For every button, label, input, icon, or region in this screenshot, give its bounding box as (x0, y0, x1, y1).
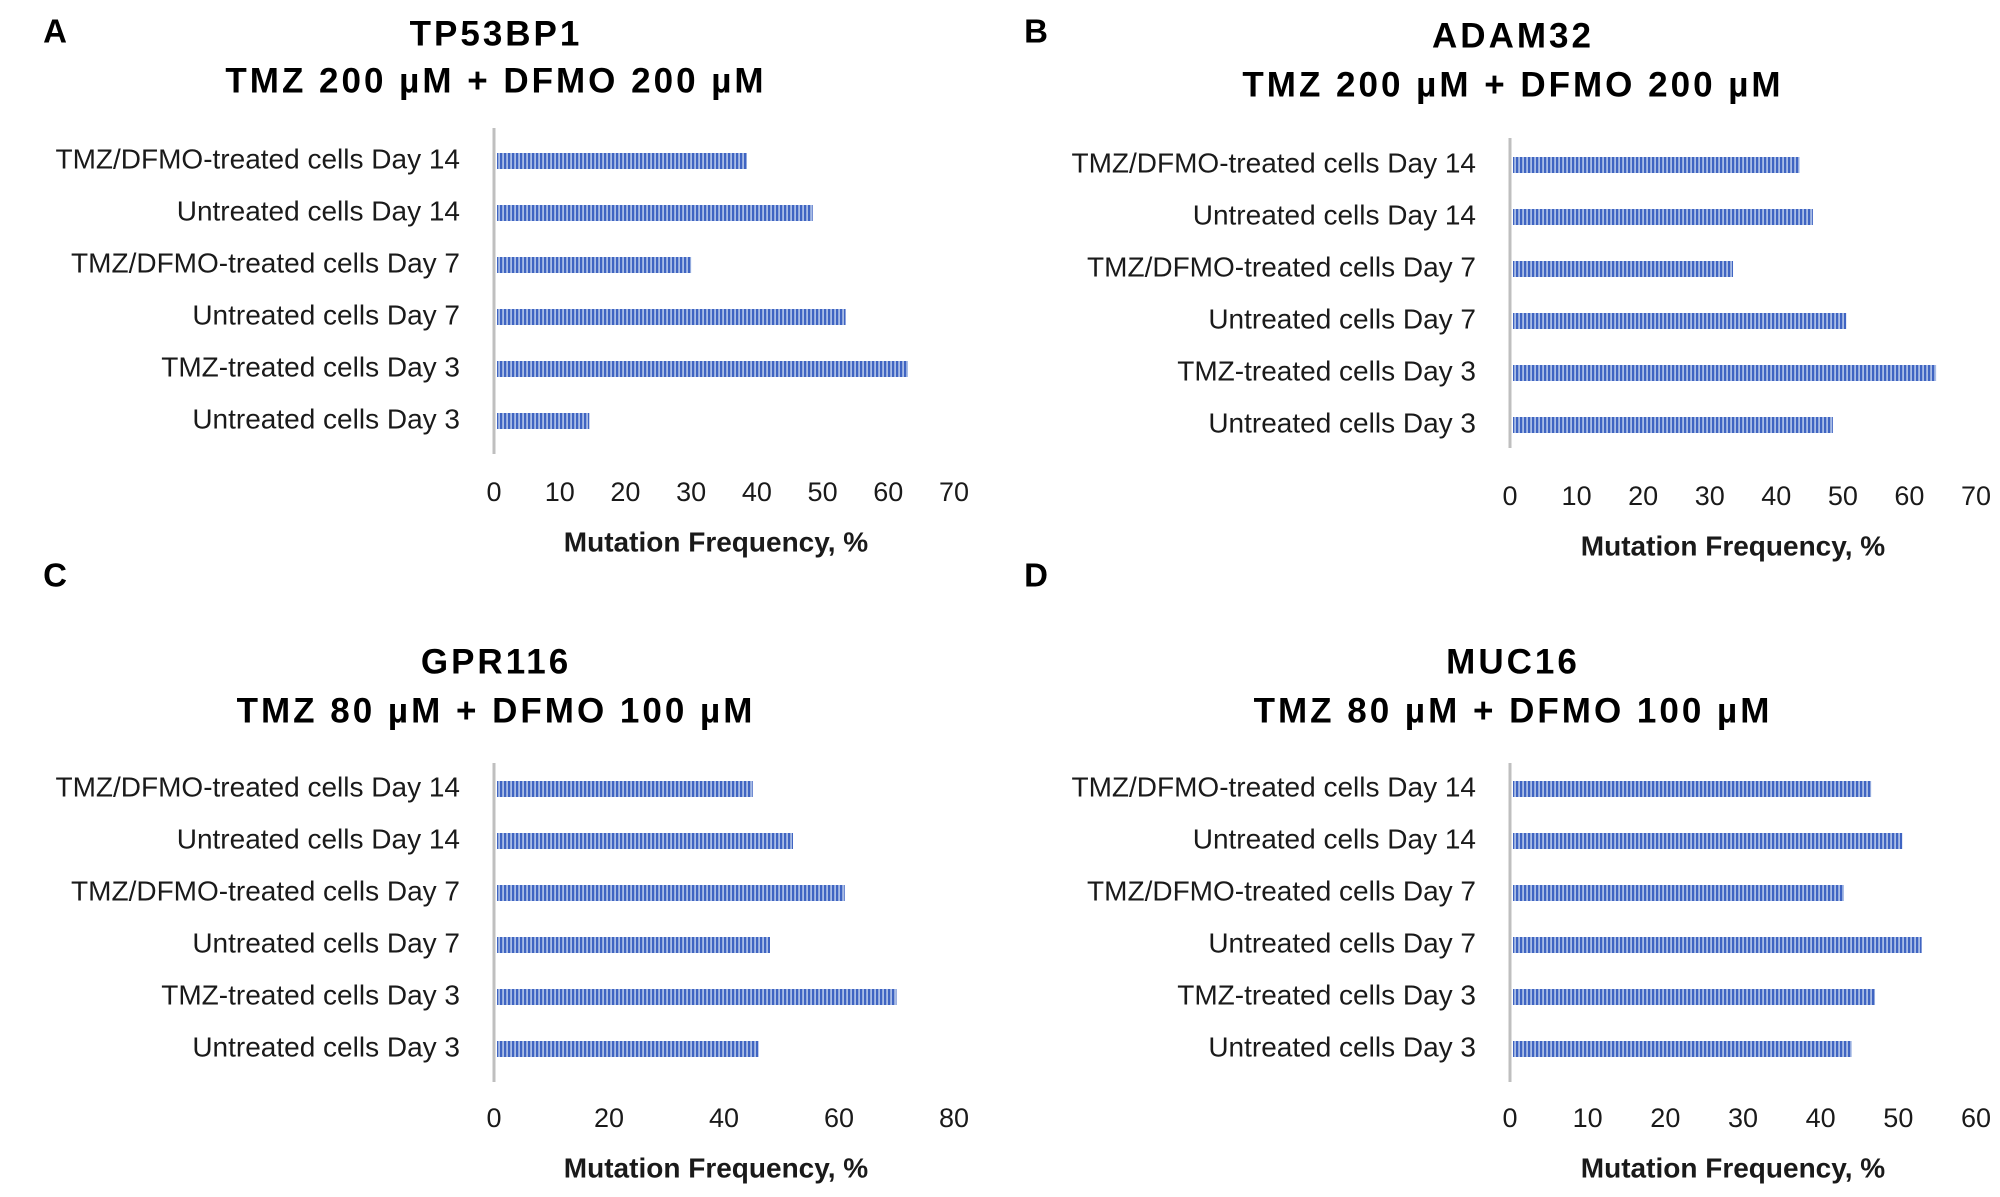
chart-title-gene: GPR116 (421, 642, 571, 681)
x-tick-label: 40 (742, 477, 772, 507)
x-tick-label: 0 (1502, 481, 1517, 511)
bar (1513, 417, 1833, 433)
x-tick-label: 20 (1628, 481, 1658, 511)
bar (1513, 157, 1800, 173)
bar (497, 989, 897, 1005)
category-label: Untreated cells Day 7 (192, 299, 460, 330)
x-tick-label: 70 (939, 477, 969, 507)
x-tick-label: 60 (1894, 481, 1924, 511)
chart-title-gene: TP53BP1 (410, 14, 583, 53)
category-label: TMZ-treated cells Day 3 (1177, 355, 1476, 386)
x-tick-label: 30 (676, 477, 706, 507)
x-axis-label: Mutation Frequency, % (564, 1152, 868, 1183)
x-tick-label: 20 (610, 477, 640, 507)
category-label: TMZ/DFMO-treated cells Day 7 (1087, 251, 1476, 282)
category-label: TMZ-treated cells Day 3 (1177, 979, 1476, 1010)
category-label: TMZ/DFMO-treated cells Day 7 (1087, 875, 1476, 906)
bar (497, 257, 692, 273)
x-tick-label: 0 (1502, 1103, 1517, 1133)
x-tick-label: 60 (873, 477, 903, 507)
category-label: Untreated cells Day 14 (1193, 823, 1476, 854)
x-tick-label: 20 (594, 1103, 624, 1133)
category-label: TMZ/DFMO-treated cells Day 14 (55, 771, 460, 802)
chart-title-gene: ADAM32 (1432, 16, 1594, 55)
panel-letter: A (43, 13, 67, 50)
bar (497, 937, 770, 953)
bar (497, 309, 846, 325)
category-label: TMZ/DFMO-treated cells Day 7 (71, 875, 460, 906)
category-label: Untreated cells Day 14 (1193, 199, 1476, 230)
category-label: Untreated cells Day 7 (192, 927, 460, 958)
chart-panel-c: C GPR116 TMZ 80 µM + DFMO 100 µM TMZ/DFMO-t… (43, 557, 969, 1184)
x-tick-label: 50 (808, 477, 838, 507)
chart-title-treatment: TMZ 80 µM + DFMO 100 µM (1254, 691, 1773, 730)
x-tick-label: 0 (486, 477, 501, 507)
x-tick-label: 0 (486, 1103, 501, 1133)
category-label: Untreated cells Day 3 (1208, 407, 1476, 438)
category-label: TMZ/DFMO-treated cells Day 14 (1071, 147, 1476, 178)
bar (497, 205, 813, 221)
bar (1513, 1041, 1852, 1057)
x-tick-label: 30 (1728, 1103, 1758, 1133)
chart-title-treatment: TMZ 80 µM + DFMO 100 µM (237, 691, 756, 730)
bar (1513, 989, 1876, 1005)
category-label: TMZ/DFMO-treated cells Day 7 (71, 247, 460, 278)
x-tick-label: 70 (1961, 481, 1991, 511)
chart-title-gene: MUC16 (1446, 642, 1580, 681)
x-tick-label: 40 (1761, 481, 1791, 511)
x-tick-label: 10 (545, 477, 575, 507)
bar (1513, 209, 1813, 225)
bar (1513, 833, 1903, 849)
category-label: TMZ/DFMO-treated cells Day 14 (55, 143, 460, 174)
bar (1513, 313, 1847, 329)
chart-title-treatment: TMZ 200 µM + DFMO 200 µM (1242, 65, 1783, 104)
category-label: TMZ-treated cells Day 3 (161, 351, 460, 382)
x-axis-label: Mutation Frequency, % (564, 526, 868, 557)
x-axis-label: Mutation Frequency, % (1581, 1152, 1885, 1183)
bar (497, 153, 747, 169)
category-label: Untreated cells Day 3 (1208, 1031, 1476, 1062)
bar (1513, 781, 1872, 797)
panel-letter: D (1024, 557, 1048, 594)
panel-letter: B (1024, 13, 1048, 50)
x-tick-label: 10 (1562, 481, 1592, 511)
panel-letter: C (43, 557, 67, 594)
x-axis-label: Mutation Frequency, % (1581, 530, 1885, 561)
x-tick-label: 50 (1828, 481, 1858, 511)
x-tick-label: 60 (824, 1103, 854, 1133)
category-label: Untreated cells Day 14 (177, 195, 460, 226)
category-label: Untreated cells Day 7 (1208, 303, 1476, 334)
category-label: TMZ/DFMO-treated cells Day 14 (1071, 771, 1476, 802)
x-tick-label: 20 (1650, 1103, 1680, 1133)
category-label: TMZ-treated cells Day 3 (161, 979, 460, 1010)
chart-title-treatment: TMZ 200 µM + DFMO 200 µM (225, 61, 766, 100)
chart-panel-b: B ADAM32 TMZ 200 µM + DFMO 200 µM TMZ/DFMO-… (1024, 13, 1991, 562)
category-label: Untreated cells Day 3 (192, 403, 460, 434)
bar (497, 885, 845, 901)
category-label: Untreated cells Day 7 (1208, 927, 1476, 958)
x-tick-label: 50 (1883, 1103, 1913, 1133)
x-tick-label: 80 (939, 1103, 969, 1133)
x-tick-label: 10 (1573, 1103, 1603, 1133)
bar (497, 1041, 759, 1057)
x-tick-label: 40 (709, 1103, 739, 1133)
bar (497, 361, 908, 377)
bar (1513, 365, 1937, 381)
bar (1513, 261, 1734, 277)
bar (1513, 937, 1922, 953)
x-tick-label: 30 (1695, 481, 1725, 511)
bar (497, 413, 590, 429)
x-tick-label: 60 (1961, 1103, 1991, 1133)
bar (1513, 885, 1844, 901)
category-label: Untreated cells Day 3 (192, 1031, 460, 1062)
bar (497, 833, 793, 849)
chart-panel-a: A TP53BP1 TMZ 200 µM + DFMO 200 µM TMZ/DFMO… (43, 13, 969, 558)
category-label: Untreated cells Day 14 (177, 823, 460, 854)
chart-panel-d: D MUC16 TMZ 80 µM + DFMO 100 µM TMZ/DFMO-tr… (1024, 557, 1991, 1184)
x-tick-label: 40 (1806, 1103, 1836, 1133)
bar (497, 781, 753, 797)
